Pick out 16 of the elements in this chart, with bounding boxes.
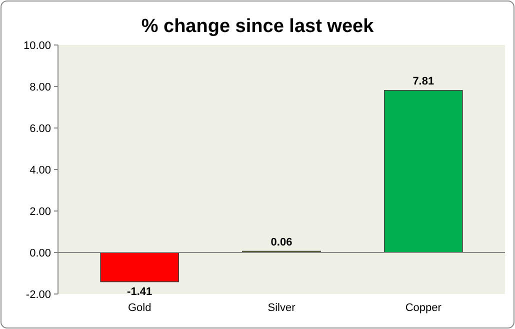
y-tick-label: 4.00 (30, 164, 51, 176)
y-tick-label: 2.00 (30, 206, 51, 218)
y-tick-label: 6.00 (30, 122, 51, 135)
y-tick-label: 10.00 (23, 40, 51, 52)
y-tick-label: -2.00 (26, 288, 51, 301)
bar (384, 90, 463, 253)
data-label: 7.81 (412, 75, 434, 88)
chart-title: % change since last week (141, 16, 374, 37)
x-tick-label: Gold (128, 302, 152, 314)
y-tick-label: 0.00 (30, 247, 51, 260)
y-tick-label: 8.00 (30, 81, 51, 94)
x-tick-label: Copper (405, 302, 442, 314)
bar (100, 252, 180, 282)
data-label: -1.41 (127, 286, 152, 298)
x-tick-label: Silver (268, 302, 296, 314)
data-label: 0.06 (270, 236, 292, 248)
